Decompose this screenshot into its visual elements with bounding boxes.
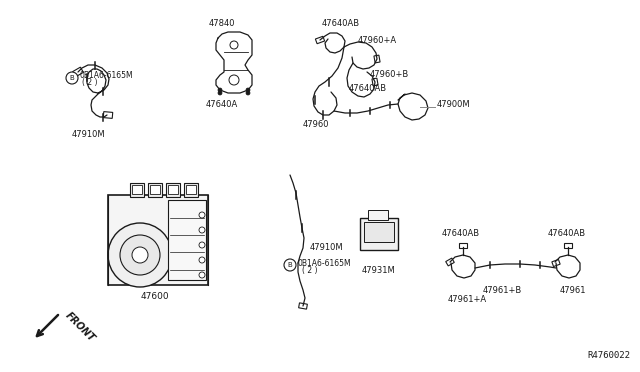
- Bar: [552, 259, 560, 267]
- Text: 47931M: 47931M: [362, 266, 396, 275]
- Circle shape: [108, 223, 172, 287]
- Circle shape: [246, 91, 250, 95]
- Bar: [168, 185, 178, 194]
- Bar: [184, 183, 198, 197]
- Bar: [316, 36, 324, 44]
- Text: 47640A: 47640A: [206, 100, 238, 109]
- Text: 47961+A: 47961+A: [448, 295, 487, 304]
- Text: 47961: 47961: [560, 286, 586, 295]
- Circle shape: [230, 41, 238, 49]
- Circle shape: [120, 235, 160, 275]
- Bar: [445, 258, 454, 266]
- Bar: [372, 78, 378, 86]
- Bar: [72, 67, 83, 77]
- Text: 47910M: 47910M: [71, 130, 105, 139]
- Text: 47840: 47840: [209, 19, 236, 28]
- Bar: [132, 185, 142, 194]
- Circle shape: [218, 88, 222, 92]
- Text: 47960+B: 47960+B: [370, 70, 409, 78]
- Bar: [186, 185, 196, 194]
- Circle shape: [284, 259, 296, 271]
- Text: 47910M: 47910M: [310, 243, 344, 251]
- Circle shape: [229, 75, 239, 85]
- Bar: [299, 303, 307, 309]
- Bar: [108, 195, 208, 285]
- Bar: [459, 243, 467, 247]
- Text: R4760022: R4760022: [587, 351, 630, 360]
- Bar: [150, 185, 160, 194]
- Text: 47640AB: 47640AB: [322, 19, 360, 28]
- Bar: [148, 183, 162, 197]
- Text: ( 2 ): ( 2 ): [82, 77, 97, 87]
- Circle shape: [132, 247, 148, 263]
- Text: 47640AB: 47640AB: [548, 229, 586, 238]
- Text: FRONT: FRONT: [63, 310, 97, 343]
- Circle shape: [199, 257, 205, 263]
- Text: 47961+B: 47961+B: [483, 286, 522, 295]
- Text: 47640AB: 47640AB: [442, 229, 480, 238]
- Circle shape: [199, 272, 205, 278]
- Bar: [130, 183, 144, 197]
- Text: 47960: 47960: [303, 120, 329, 129]
- Bar: [360, 218, 398, 250]
- Circle shape: [246, 88, 250, 92]
- Text: 47640AB: 47640AB: [349, 83, 387, 93]
- Circle shape: [199, 212, 205, 218]
- Text: 47900M: 47900M: [437, 99, 470, 109]
- Bar: [166, 183, 180, 197]
- Text: 0B1A6-6165M: 0B1A6-6165M: [79, 71, 132, 80]
- Text: 0B1A6-6165M: 0B1A6-6165M: [298, 259, 351, 267]
- Bar: [168, 200, 206, 280]
- Text: ( 2 ): ( 2 ): [302, 266, 317, 276]
- Text: B: B: [287, 262, 292, 268]
- Bar: [103, 112, 113, 118]
- Bar: [374, 55, 380, 63]
- Circle shape: [199, 227, 205, 233]
- Text: 47600: 47600: [141, 292, 170, 301]
- Circle shape: [66, 72, 78, 84]
- Bar: [368, 210, 388, 220]
- Bar: [564, 243, 572, 247]
- Circle shape: [199, 242, 205, 248]
- Bar: [364, 222, 394, 242]
- Text: 47960+A: 47960+A: [358, 35, 397, 45]
- Text: B: B: [70, 75, 74, 81]
- Circle shape: [218, 91, 222, 95]
